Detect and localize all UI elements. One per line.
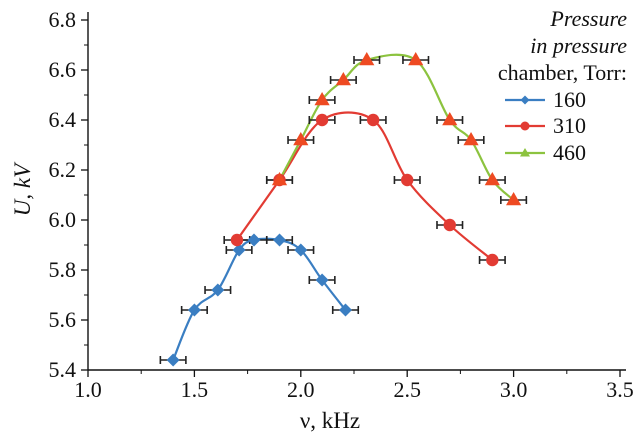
data-point-160 <box>211 283 225 297</box>
x-tick-label: 3.5 <box>606 377 634 402</box>
legend: Pressure in pressure chamber, Torr: 1603… <box>498 6 627 165</box>
data-point-160 <box>187 303 201 317</box>
y-tick-label: 6.8 <box>49 7 77 32</box>
data-point-310 <box>366 113 380 127</box>
y-tick-label: 6.2 <box>49 157 77 182</box>
x-tick-label: 1.0 <box>74 377 102 402</box>
data-point-160 <box>294 243 308 257</box>
legend-marker-310 <box>520 121 530 131</box>
y-tick-label: 5.6 <box>49 307 77 332</box>
data-point-460 <box>314 92 330 106</box>
legend-title-line-3: chamber, Torr: <box>498 60 627 85</box>
data-point-310 <box>315 113 329 127</box>
data-point-160 <box>338 303 352 317</box>
data-point-160 <box>315 273 329 287</box>
data-point-460 <box>408 52 424 66</box>
x-tick-label: 2.0 <box>287 377 315 402</box>
series-line-460 <box>278 53 515 201</box>
data-point-160 <box>166 353 180 367</box>
y-tick-label: 5.8 <box>49 257 77 282</box>
y-tick-label: 6.0 <box>49 207 77 232</box>
data-point-460 <box>506 192 522 206</box>
legend-title-line-2: in pressure <box>530 33 627 58</box>
data-point-310 <box>230 233 244 247</box>
x-tick-label: 1.5 <box>181 377 209 402</box>
y-tick-label: 6.6 <box>49 57 77 82</box>
series-line-160 <box>172 237 347 361</box>
data-point-160 <box>273 233 287 247</box>
y-tick-label: 6.4 <box>49 107 77 132</box>
x-tick-label: 3.0 <box>500 377 528 402</box>
x-axis-title: ν, kHz <box>300 408 360 433</box>
y-axis-title: U, kV <box>10 161 35 216</box>
error-bars <box>159 56 528 364</box>
tick-labels: 1.0 1.5 2.0 2.5 3.0 3.5 5.4 5.6 5.8 6.0 6.2 6.4 6.6 6… <box>49 7 634 402</box>
legend-label-160: 160 <box>553 87 586 112</box>
data-point-460 <box>463 132 479 146</box>
data-point-460 <box>293 132 309 146</box>
data-point-460 <box>442 112 458 126</box>
data-point-160 <box>247 233 261 247</box>
legend-title-line-1: Pressure <box>549 6 627 31</box>
legend-marker-460 <box>520 148 530 157</box>
data-point-460 <box>335 72 351 86</box>
data-point-460 <box>484 172 500 186</box>
axes <box>81 12 626 377</box>
data-point-310 <box>486 253 499 267</box>
data-point-310 <box>401 173 414 187</box>
data-point-160 <box>232 243 246 257</box>
data-point-310 <box>443 218 456 232</box>
legend-marker-160 <box>520 95 530 105</box>
x-tick-label: 2.5 <box>393 377 421 402</box>
legend-label-310: 310 <box>553 113 586 138</box>
data-point-460 <box>271 172 288 186</box>
data-point-460 <box>359 52 375 66</box>
legend-label-460: 460 <box>553 140 586 165</box>
y-tick-label: 5.4 <box>49 357 77 382</box>
data-markers <box>166 52 522 367</box>
